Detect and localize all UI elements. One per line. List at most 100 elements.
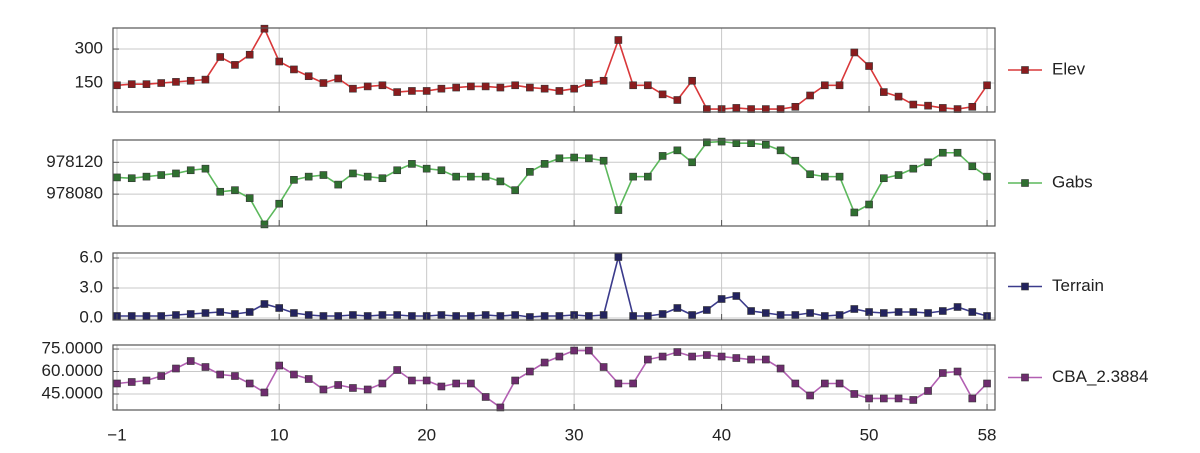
point: [157, 171, 166, 179]
point: [157, 79, 166, 87]
point: [673, 96, 682, 104]
point: [644, 81, 652, 90]
point: [983, 172, 991, 181]
point: [319, 171, 328, 179]
point: [555, 312, 564, 320]
point: [732, 104, 741, 112]
point: [924, 158, 932, 167]
point: [673, 348, 682, 356]
point: [717, 137, 726, 146]
point: [791, 379, 800, 388]
point: [334, 312, 342, 320]
point: [142, 312, 151, 320]
point: [614, 206, 623, 214]
point: [747, 139, 755, 147]
point: [349, 311, 357, 319]
point: [452, 379, 460, 388]
point: [983, 81, 991, 90]
point: [408, 312, 416, 320]
point: [909, 396, 918, 404]
point: [791, 311, 800, 319]
point: [614, 36, 623, 44]
plot-frame: [112, 27, 996, 113]
point: [290, 176, 298, 184]
plot-frame: [112, 252, 996, 321]
point: [452, 83, 460, 92]
legend-label: Gabs: [1052, 172, 1093, 191]
legend-label: Elev: [1052, 59, 1086, 78]
point: [688, 76, 696, 85]
point: [865, 200, 873, 209]
point: [408, 87, 416, 95]
point: [835, 81, 844, 90]
point: [378, 174, 387, 183]
point: [968, 162, 977, 171]
y-tick-label: 0.0: [79, 307, 103, 326]
point: [467, 379, 475, 388]
point: [629, 81, 637, 90]
point: [172, 311, 180, 319]
point: [231, 372, 239, 380]
point: [732, 354, 741, 362]
point: [821, 312, 829, 320]
point: [349, 169, 357, 178]
point: [968, 394, 977, 403]
point: [113, 379, 121, 388]
point: [378, 311, 387, 319]
point: [540, 358, 549, 367]
x-tick-label: 10: [270, 425, 289, 444]
y-tick-label: 3.0: [79, 277, 103, 296]
point: [142, 172, 151, 181]
point: [496, 403, 505, 412]
point: [393, 366, 401, 374]
point: [585, 312, 593, 320]
point: [201, 309, 210, 317]
point: [408, 376, 416, 385]
point: [334, 180, 342, 189]
point: [791, 156, 800, 165]
point: [378, 379, 387, 388]
point: [467, 82, 475, 91]
point: [688, 352, 696, 361]
point: [437, 166, 446, 175]
point: [585, 79, 593, 87]
point: [231, 310, 239, 318]
point: [673, 146, 682, 155]
point: [835, 311, 844, 319]
point: [422, 376, 431, 385]
point: [570, 153, 578, 162]
point: [467, 172, 475, 181]
point: [806, 391, 814, 400]
point: [275, 199, 283, 208]
point: [658, 90, 667, 99]
point: [511, 376, 519, 385]
point: [703, 138, 711, 147]
point: [717, 295, 726, 303]
point: [938, 148, 947, 157]
x-tick-label: 50: [860, 425, 879, 444]
point: [526, 367, 534, 376]
point: [658, 352, 667, 361]
point: [319, 79, 328, 87]
point: [304, 172, 313, 181]
point: [968, 102, 977, 111]
point: [555, 352, 564, 361]
point: [806, 309, 814, 317]
point: [216, 53, 225, 61]
point: [599, 156, 608, 165]
y-tick-label: 150: [75, 73, 103, 92]
point: [526, 83, 534, 92]
point: [953, 148, 962, 157]
point: [511, 186, 519, 194]
point: [865, 394, 873, 403]
point: [909, 308, 918, 316]
point: [938, 307, 947, 315]
series-line: [116, 140, 988, 226]
y-tick-label: 75.0000: [42, 339, 103, 358]
point: [216, 370, 225, 379]
point: [363, 82, 372, 91]
point: [260, 388, 269, 397]
point: [172, 78, 180, 86]
point: [894, 308, 903, 316]
point: [201, 363, 210, 371]
